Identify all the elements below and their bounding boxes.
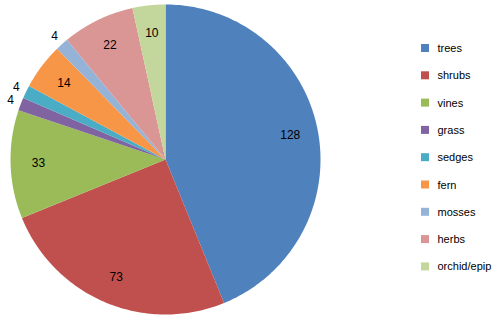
svg-text:vines: vines <box>438 97 464 109</box>
svg-text:4: 4 <box>7 93 14 107</box>
svg-text:fern: fern <box>438 179 457 191</box>
svg-text:orchid/epip: orchid/epip <box>438 260 492 272</box>
svg-text:14: 14 <box>57 76 71 90</box>
svg-text:22: 22 <box>103 38 117 52</box>
svg-text:4: 4 <box>51 29 58 43</box>
svg-text:4: 4 <box>13 80 20 94</box>
svg-text:trees: trees <box>438 42 463 54</box>
svg-text:shrubs: shrubs <box>438 69 472 81</box>
svg-text:herbs: herbs <box>438 233 466 245</box>
svg-text:10: 10 <box>145 26 159 40</box>
svg-text:grass: grass <box>438 124 465 136</box>
svg-text:128: 128 <box>280 128 300 142</box>
svg-text:73: 73 <box>110 270 124 284</box>
svg-text:mosses: mosses <box>438 206 476 218</box>
svg-text:33: 33 <box>32 156 46 170</box>
svg-text:sedges: sedges <box>438 151 474 163</box>
